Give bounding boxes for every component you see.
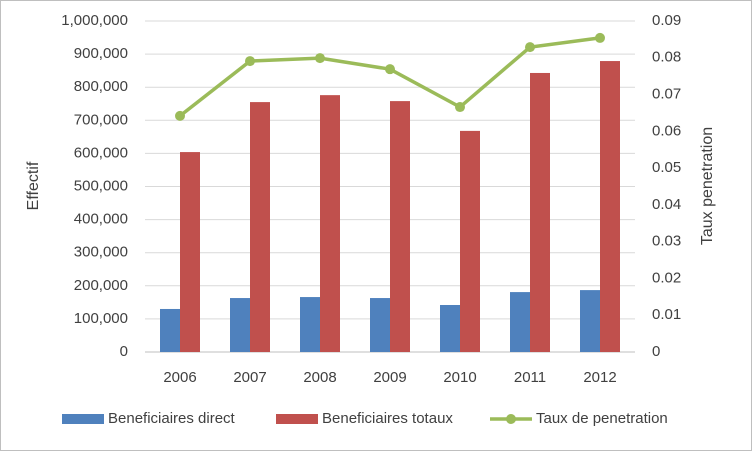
bar — [530, 72, 550, 352]
line-marker — [385, 64, 395, 75]
x-tick-label: 2008 — [303, 369, 336, 386]
y-tick-label: 900,000 — [74, 45, 128, 62]
bar — [460, 130, 480, 352]
y-tick-label: 200,000 — [74, 277, 128, 294]
legend-label: Beneficiaires direct — [108, 410, 236, 427]
y-tick-label: 700,000 — [74, 111, 128, 128]
y-tick-label: 400,000 — [74, 211, 128, 228]
y-tick-label: 300,000 — [74, 244, 128, 261]
bar — [440, 304, 460, 352]
y2-tick-label: 0.06 — [652, 122, 681, 139]
y2-tick-label: 0.01 — [652, 306, 681, 323]
bar — [180, 152, 200, 352]
x-tick-label: 2007 — [233, 369, 266, 386]
y-tick-label: 600,000 — [74, 144, 128, 161]
bar — [320, 95, 340, 353]
y-tick-label: 800,000 — [74, 78, 128, 95]
x-tick-label: 2009 — [373, 369, 406, 386]
y2-tick-label: 0.05 — [652, 159, 681, 176]
legend-marker — [506, 414, 516, 424]
bar — [250, 102, 270, 352]
y2-tick-label: 0.07 — [652, 86, 681, 103]
line-marker — [315, 53, 325, 64]
line-marker — [595, 32, 605, 43]
x-tick-label: 2010 — [443, 369, 476, 386]
x-tick-label: 2012 — [583, 369, 616, 386]
x-tick-label: 2011 — [514, 369, 546, 386]
legend-swatch — [276, 414, 318, 424]
y2-axis-title: Taux penetration — [699, 127, 716, 245]
bar — [390, 101, 410, 353]
x-tick-label: 2006 — [163, 369, 196, 386]
bar — [160, 308, 180, 352]
line-marker — [175, 110, 185, 121]
legend-label: Beneficiaires totaux — [322, 410, 453, 427]
y2-tick-label: 0.02 — [652, 269, 681, 286]
bar — [300, 297, 320, 352]
y2-tick-label: 0.08 — [652, 49, 681, 66]
y-tick-label: 500,000 — [74, 177, 128, 194]
bar — [370, 298, 390, 352]
line-marker — [455, 102, 465, 113]
line-marker — [245, 56, 255, 67]
bar — [600, 61, 620, 353]
bar — [580, 290, 600, 352]
y-tick-label: 1,000,000 — [61, 12, 128, 29]
y2-tick-label: 0.03 — [652, 233, 681, 250]
y2-tick-label: 0.09 — [652, 12, 681, 29]
y2-tick-label: 0 — [652, 343, 660, 360]
y-axis-title: Effectif — [25, 161, 42, 210]
line-marker — [525, 42, 535, 53]
y-tick-label: 100,000 — [74, 310, 128, 327]
bar — [230, 298, 250, 352]
y-tick-label: 0 — [120, 343, 128, 360]
legend-swatch — [62, 414, 104, 424]
legend-label: Taux de penetration — [536, 410, 668, 427]
y2-tick-label: 0.04 — [652, 196, 681, 213]
bar — [510, 292, 530, 352]
